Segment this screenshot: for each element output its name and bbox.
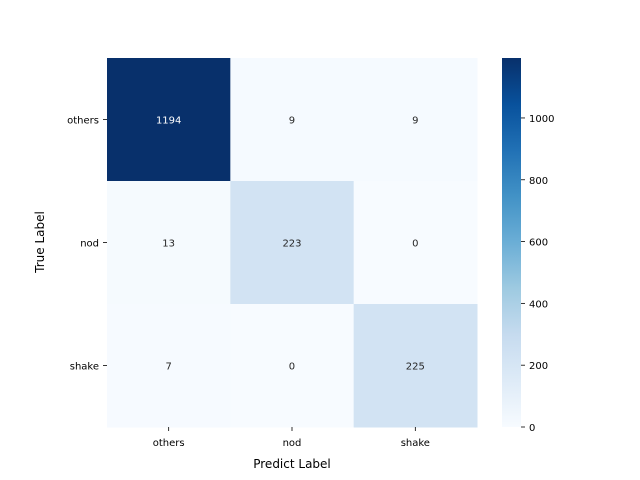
heatmap-cell-nod-nod (230, 181, 355, 305)
cell-value-nod-others: 13 (162, 239, 175, 250)
cell-value-nod-shake: 0 (412, 239, 418, 250)
heatmap-cell-labels: 1194 9 9 13 223 0 7 0 225 (156, 116, 425, 373)
colorbar-tick-label-1000: 1000 (529, 114, 554, 125)
colorbar-tick-label-800: 800 (529, 176, 548, 187)
x-tick-label-nod: nod (283, 438, 302, 449)
heatmap-cell-others-others (107, 58, 231, 182)
heatmap-cell-others-shake (353, 58, 478, 182)
y-axis-label: True Label (33, 211, 47, 274)
y-tick-label-shake: shake (70, 362, 99, 373)
y-tick-label-nod: nod (80, 239, 99, 250)
colorbar-tick-label-400: 400 (529, 299, 548, 310)
heatmap-cell-nod-others (107, 181, 231, 305)
cell-value-others-others: 1194 (156, 116, 181, 127)
colorbar (502, 58, 521, 427)
cell-value-shake-shake: 225 (406, 362, 425, 373)
x-axis-label: Predict Label (253, 457, 331, 471)
heatmap-cell-others-nod (230, 58, 355, 182)
colorbar-ticks: 0 200 400 600 800 1000 (521, 114, 554, 434)
colorbar-tick-label-600: 600 (529, 238, 548, 249)
cell-value-others-nod: 9 (289, 116, 295, 127)
colorbar-tick-label-200: 200 (529, 361, 548, 372)
heatmap-cell-shake-others (107, 304, 231, 428)
cell-value-shake-others: 7 (165, 362, 171, 373)
heatmap-cells (107, 58, 478, 428)
x-axis-ticks: others nod shake (153, 427, 430, 449)
x-tick-label-shake: shake (401, 438, 430, 449)
cell-value-shake-nod: 0 (289, 362, 295, 373)
heatmap-cell-nod-shake (353, 181, 478, 305)
cell-value-others-shake: 9 (412, 116, 418, 127)
heatmap-cell-shake-shake (353, 304, 478, 428)
y-axis-ticks: others nod shake (67, 116, 107, 373)
colorbar-tick-label-0: 0 (529, 423, 535, 434)
y-tick-label-others: others (67, 116, 99, 127)
cell-value-nod-nod: 223 (282, 239, 301, 250)
x-tick-label-others: others (153, 438, 185, 449)
heatmap-cell-shake-nod (230, 304, 355, 428)
